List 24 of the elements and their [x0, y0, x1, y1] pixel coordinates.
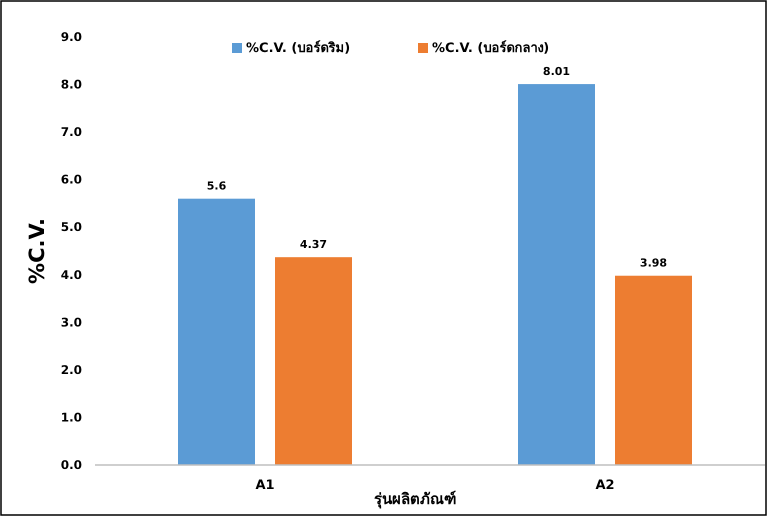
y-tick-label: 6.0 — [60, 172, 82, 187]
bar — [178, 198, 255, 465]
y-tick-label: 2.0 — [60, 362, 82, 377]
y-tick-label: 4.0 — [60, 268, 82, 282]
y-tick-label: 1.0 — [60, 410, 82, 424]
y-axis-title: %C.V. — [25, 218, 49, 284]
data-label: 3.98 — [640, 256, 668, 270]
y-tick-label: 3.0 — [60, 315, 82, 330]
x-tick-label: A2 — [595, 478, 615, 493]
x-tick-label: A1 — [255, 478, 275, 493]
bar — [275, 257, 352, 465]
data-label: 4.37 — [300, 238, 328, 252]
legend-label: %C.V. (บอร์ดกลาง) — [432, 40, 550, 56]
y-tick-label: 8.0 — [60, 78, 82, 92]
data-label: 5.6 — [206, 180, 227, 193]
y-tick-label: 9.0 — [60, 30, 82, 44]
x-axis-title: รุ่นผลิตภัณฑ์ — [374, 490, 456, 509]
y-tick-label: 7.0 — [60, 125, 82, 140]
bar — [615, 276, 692, 465]
data-label: 8.01 — [542, 65, 570, 78]
legend-label: %C.V. (บอร์ดริม) — [246, 40, 350, 56]
bar — [518, 84, 595, 465]
y-tick-label: 0.0 — [60, 458, 82, 472]
y-tick-label: 5.0 — [60, 220, 82, 234]
